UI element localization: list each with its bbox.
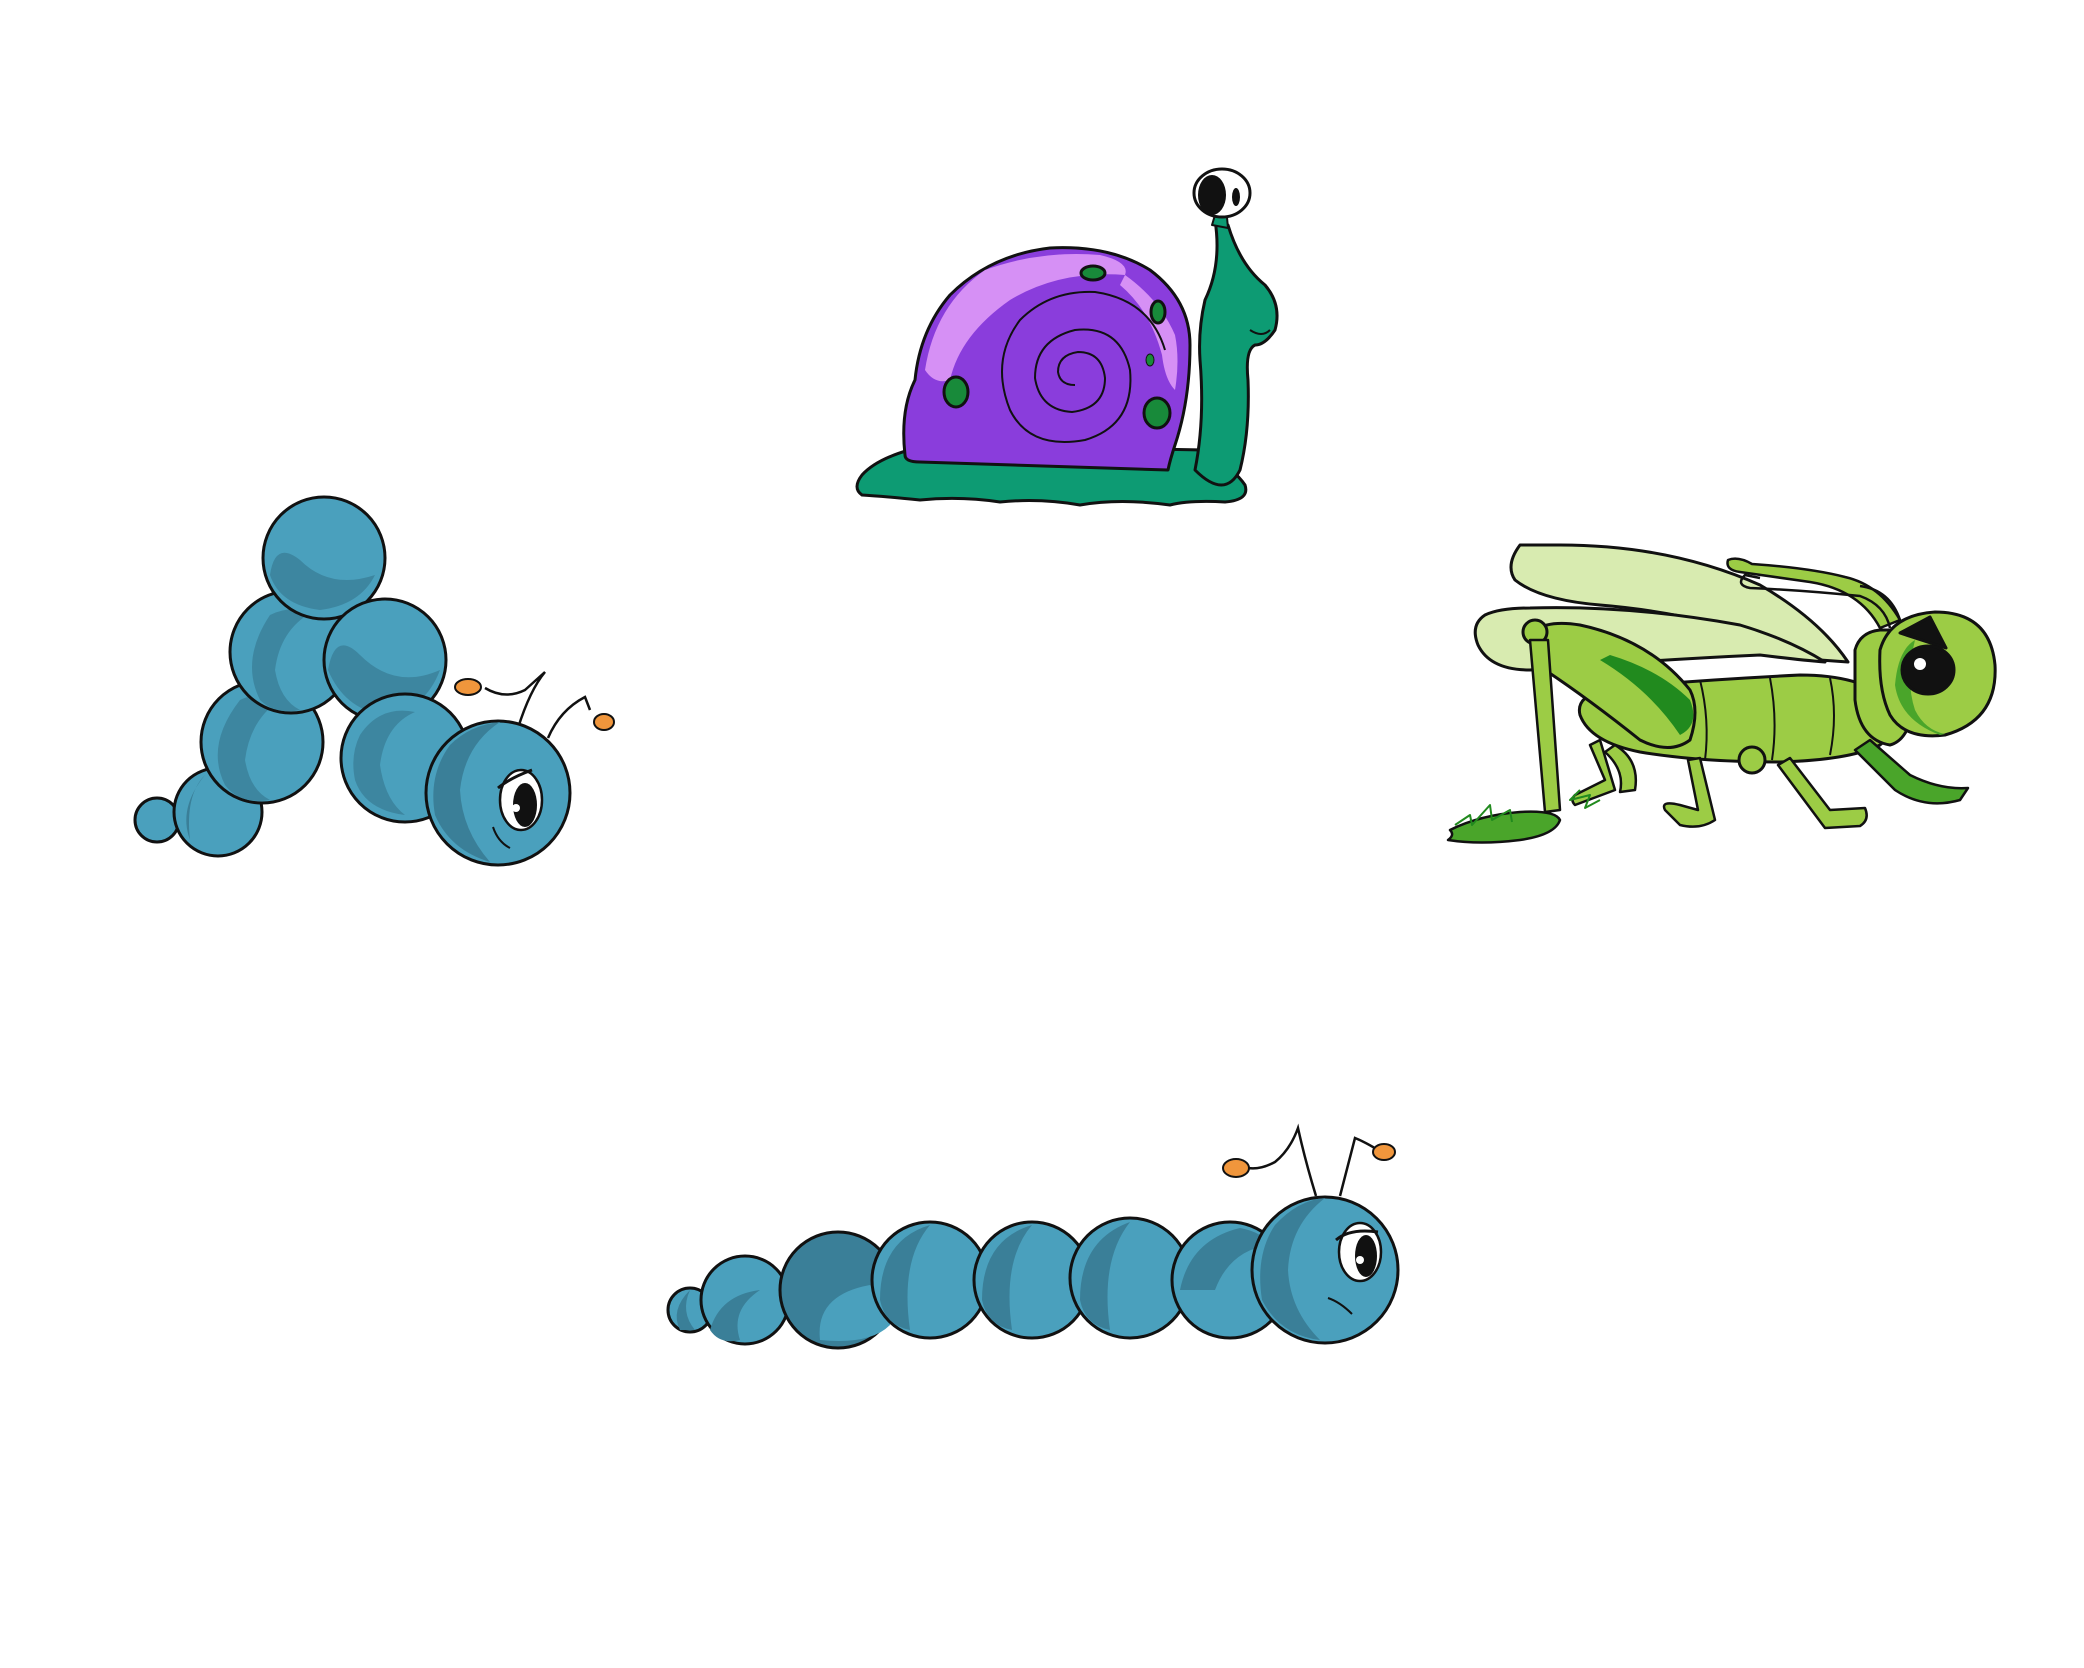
grasshopper-leg xyxy=(1662,756,1717,828)
blue-caterpillar-arched xyxy=(133,495,615,867)
snail-spot xyxy=(1149,299,1167,325)
snail-pupil xyxy=(1198,175,1226,215)
grasshopper-brow xyxy=(1898,615,1948,650)
caterpillar-brow xyxy=(1335,1229,1379,1242)
grasshopper-antenna xyxy=(1739,573,1892,629)
caterpillar-mouth xyxy=(492,826,511,849)
antenna-tip xyxy=(1372,1143,1396,1161)
snail-spot xyxy=(942,375,970,409)
snail-spot xyxy=(1145,353,1155,367)
antenna-tip xyxy=(454,678,482,696)
snail-pupil-dot xyxy=(1232,188,1240,206)
snail-shell-spiral xyxy=(1001,290,1166,443)
grasshopper-antenna xyxy=(1726,557,1902,630)
antenna-tip xyxy=(1222,1158,1250,1178)
caterpillar-segment xyxy=(133,796,181,844)
snail-shell-highlight-right xyxy=(1120,275,1178,390)
snail-spot xyxy=(1079,264,1107,282)
snail-shell-highlight xyxy=(925,254,1126,382)
snail-spot xyxy=(1142,396,1172,430)
caterpillar-brow xyxy=(497,768,533,790)
grasshopper-front-leg xyxy=(1853,738,1970,805)
caterpillar-mouth xyxy=(1327,1297,1353,1315)
snail-mouth xyxy=(1249,329,1271,335)
grasshopper-eye xyxy=(1900,644,1956,696)
caterpillar-antenna xyxy=(1247,1123,1318,1197)
grasshopper-leg xyxy=(1603,743,1638,794)
grasshopper xyxy=(1446,543,1997,844)
caterpillar-antenna xyxy=(546,695,592,739)
grasshopper-knee xyxy=(1737,745,1767,775)
snail xyxy=(855,167,1279,507)
caterpillar-antenna xyxy=(1338,1136,1379,1197)
grasshopper-hind-foot xyxy=(1446,810,1562,844)
grasshopper-hind-tibia xyxy=(1528,638,1562,814)
snail-neck xyxy=(1193,218,1279,487)
grasshopper-leg xyxy=(1776,756,1868,830)
antenna-tip xyxy=(593,713,615,731)
blue-caterpillar-straight xyxy=(666,1123,1400,1350)
caterpillar-antenna xyxy=(484,671,546,729)
